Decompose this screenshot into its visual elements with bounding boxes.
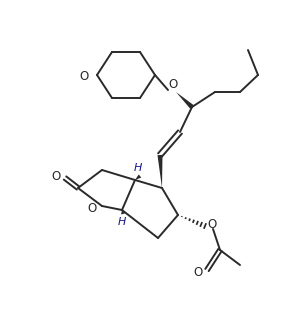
Text: H: H <box>134 163 142 173</box>
Polygon shape <box>135 174 141 180</box>
Text: O: O <box>87 201 97 215</box>
Text: O: O <box>193 266 203 279</box>
Text: O: O <box>207 217 217 230</box>
Text: H: H <box>118 217 126 227</box>
Polygon shape <box>157 155 162 188</box>
Polygon shape <box>176 92 194 109</box>
Polygon shape <box>121 210 125 215</box>
Text: O: O <box>51 170 61 183</box>
Text: O: O <box>80 70 89 83</box>
Text: O: O <box>168 79 178 92</box>
